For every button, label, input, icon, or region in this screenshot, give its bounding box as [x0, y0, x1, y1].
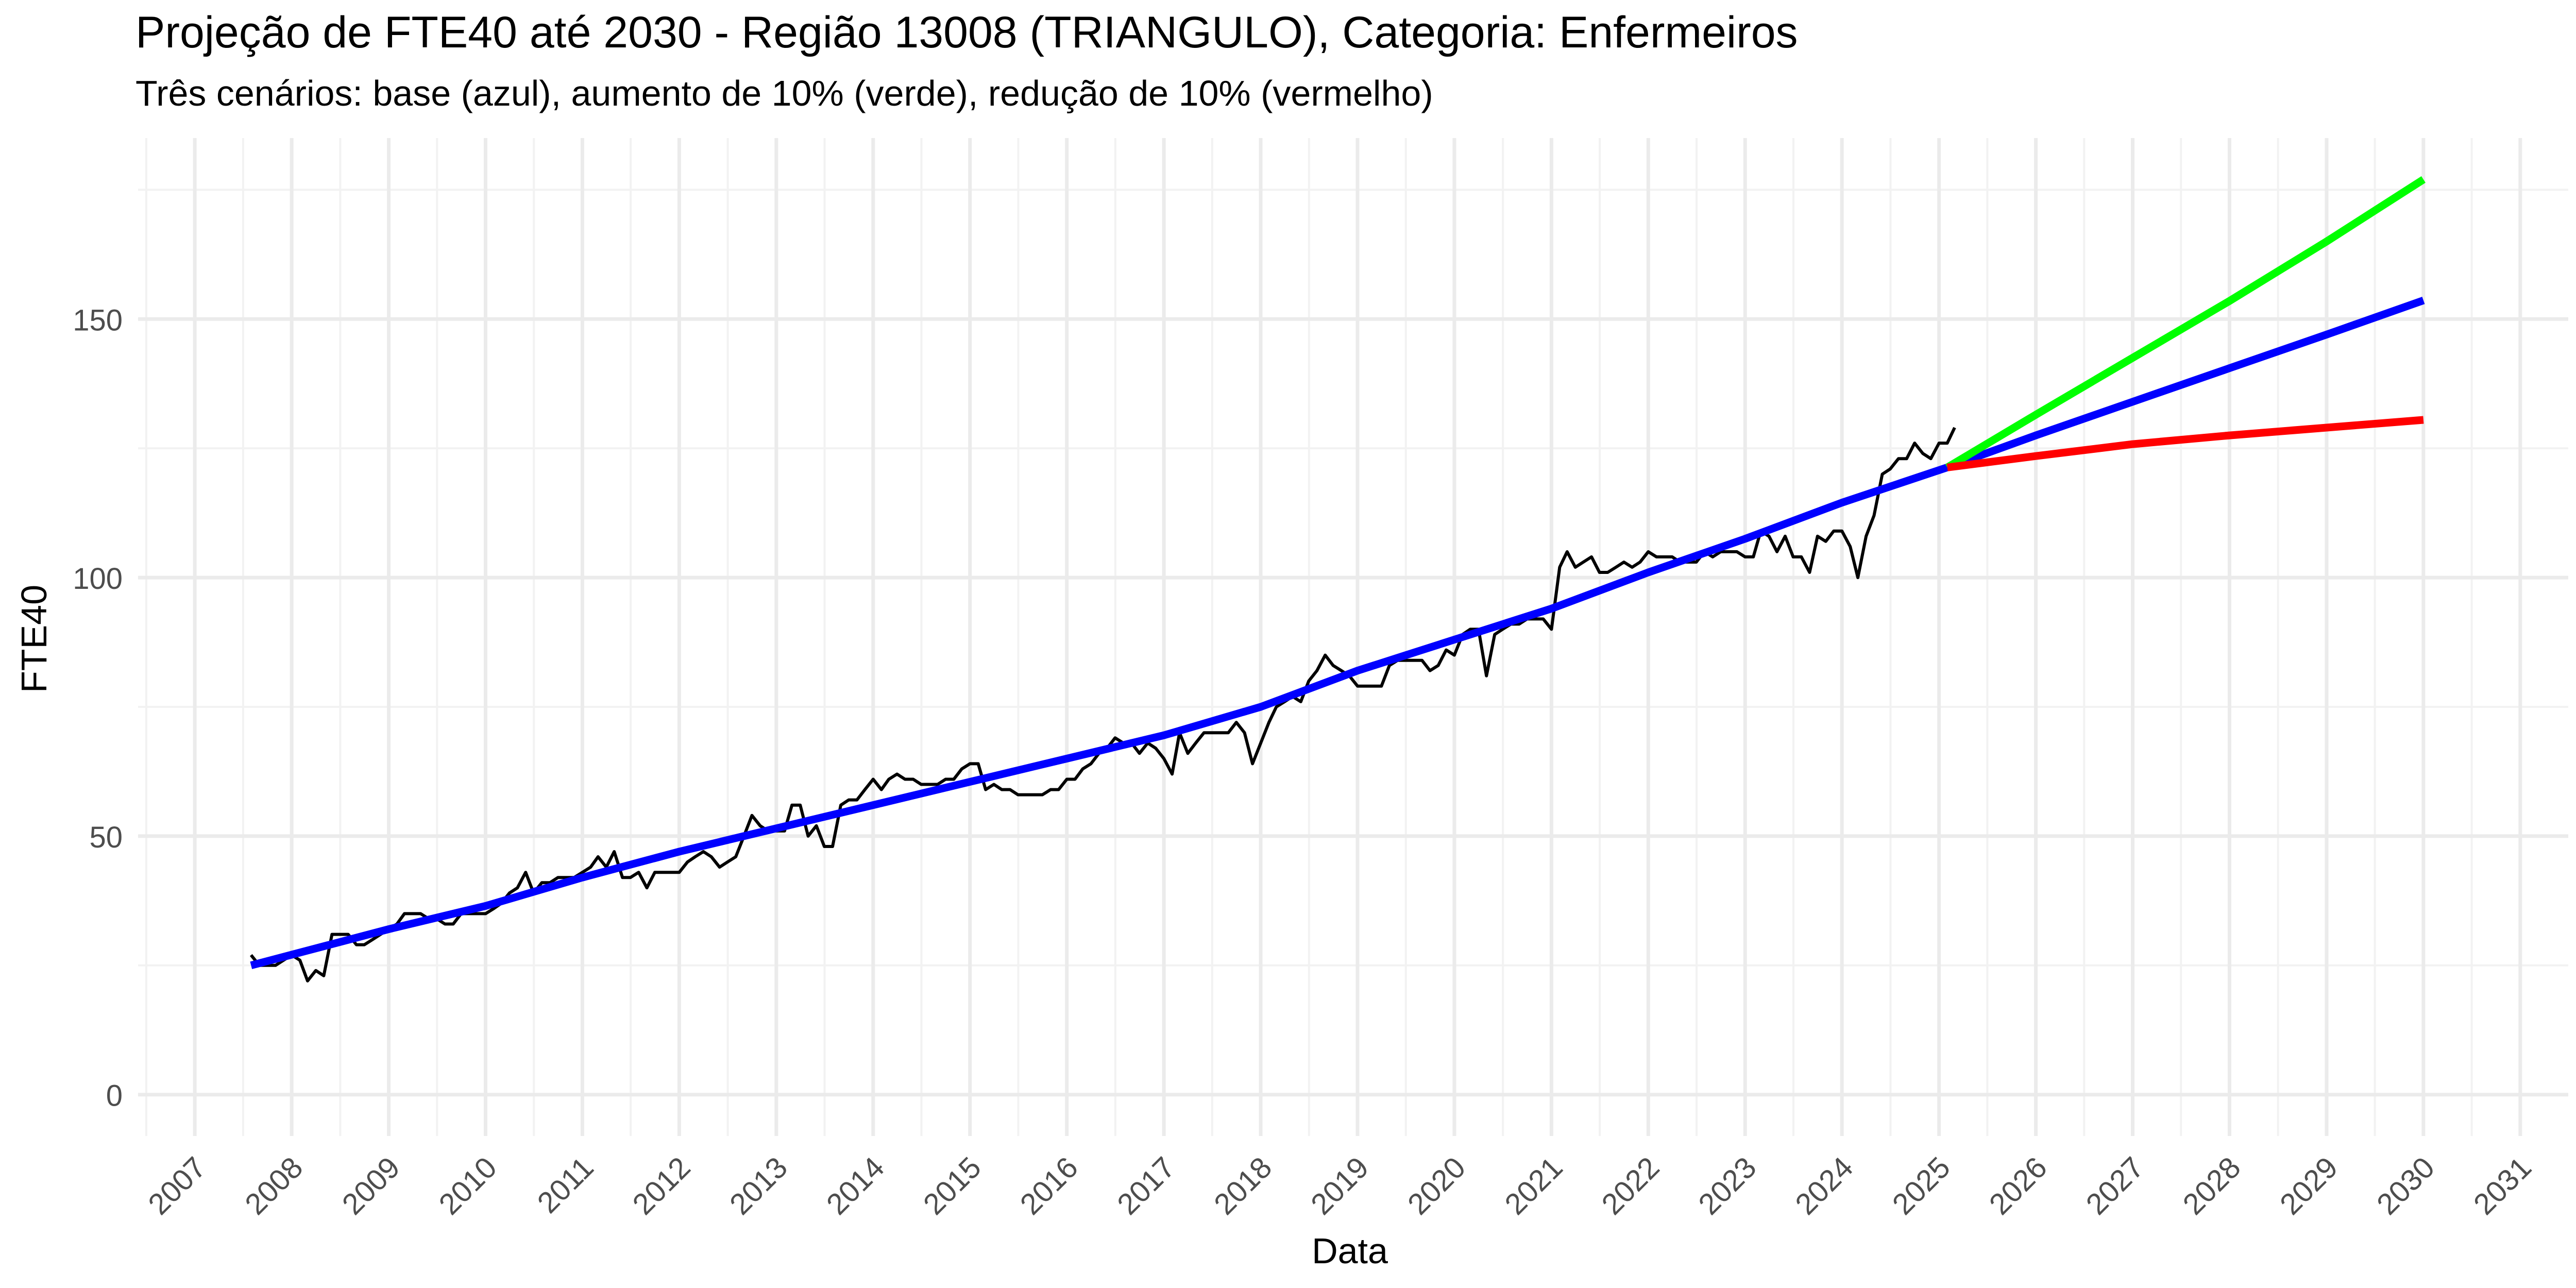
y-axis-label: FTE40 [14, 585, 54, 693]
x-axis-label: Data [1312, 1231, 1388, 1271]
y-tick-label: 150 [73, 303, 123, 337]
chart-title: Projeção de FTE40 até 2030 - Região 1300… [135, 8, 1798, 57]
y-tick-label: 50 [89, 821, 123, 854]
text-layer: Projeção de FTE40 até 2030 - Região 1300… [14, 8, 1798, 1271]
base-scenario-line [250, 297, 2425, 970]
y-tick-label: 0 [106, 1079, 123, 1113]
chart-subtitle: Três cenários: base (azul), aumento de 1… [135, 73, 1433, 113]
increase-scenario-line [1945, 176, 2426, 471]
grid-layer [138, 138, 2568, 1136]
y-tick-label: 100 [73, 562, 123, 596]
series-layer [249, 176, 2426, 982]
decrease-scenario-line [1946, 416, 2424, 471]
